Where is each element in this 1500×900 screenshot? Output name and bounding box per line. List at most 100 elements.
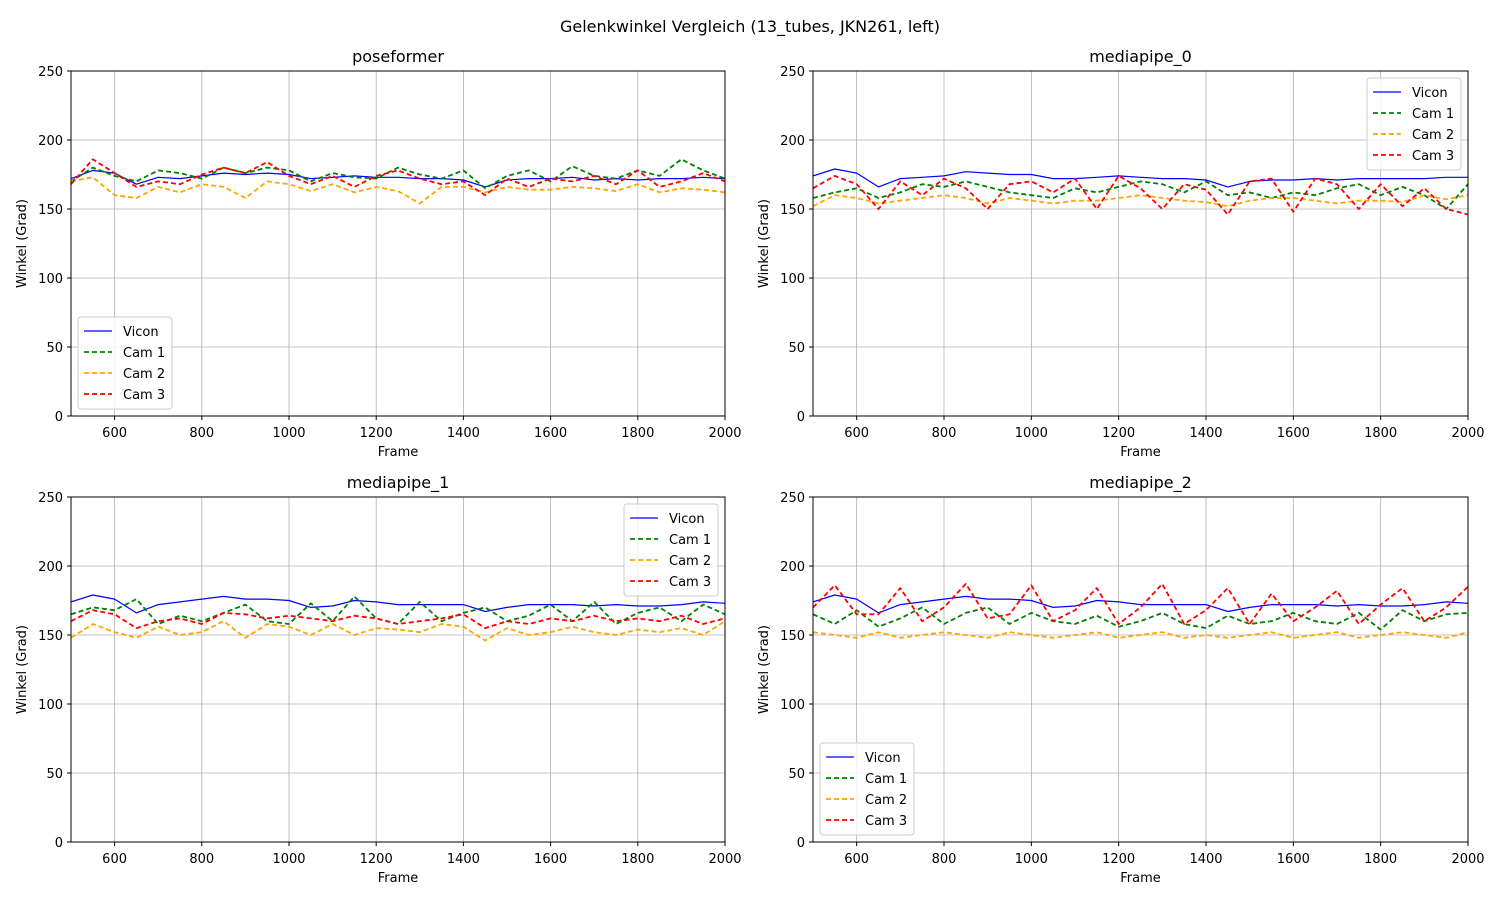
subplot-2: 600 800 1000 1200 1400 1600 1800 2000 0 50 100 150 2… xyxy=(15,473,742,886)
x-tick-label: 1400 xyxy=(447,426,480,441)
series-line-cam-1 xyxy=(813,180,1468,210)
series-line-vicon xyxy=(813,168,1468,188)
axes-frame xyxy=(812,70,1469,417)
x-tick-label: 1400 xyxy=(1189,852,1222,867)
legend-label: Cam 1 xyxy=(865,772,907,787)
series-line-cam-3 xyxy=(71,158,725,197)
y-tick-label: 100 xyxy=(780,698,805,713)
y-tick-label: 200 xyxy=(38,560,63,575)
y-tick-label: 150 xyxy=(38,629,63,644)
y-tick-label: 0 xyxy=(797,410,805,425)
series-line-cam-3 xyxy=(813,174,1468,216)
x-tick-label: 1200 xyxy=(1102,852,1135,867)
series-line-cam-3 xyxy=(813,583,1468,625)
x-axis-label: Frame xyxy=(1120,871,1161,886)
subplot-title: mediapipe_2 xyxy=(1089,473,1192,493)
plot-area xyxy=(813,497,1468,842)
y-tick-label: 250 xyxy=(38,65,63,80)
x-tick-label: 2000 xyxy=(1451,426,1484,441)
y-tick-label: 0 xyxy=(55,410,63,425)
x-axis-label: Frame xyxy=(378,871,419,886)
x-tick-label: 1600 xyxy=(534,852,567,867)
series-lines xyxy=(813,583,1468,639)
x-tick-label: 1400 xyxy=(1189,426,1222,441)
legend: Vicon Cam 1 Cam 2 Cam 3 xyxy=(623,503,719,597)
y-tick-label: 150 xyxy=(38,203,63,218)
x-tick-label: 1600 xyxy=(534,426,567,441)
series-lines xyxy=(813,168,1468,216)
x-tick-label: 1000 xyxy=(272,426,305,441)
axes-frame xyxy=(70,496,726,843)
y-axis-label: Winkel (Grad) xyxy=(15,625,30,714)
legend-label: Cam 2 xyxy=(865,793,907,808)
y-tick-label: 0 xyxy=(55,836,63,851)
legend-label: Cam 1 xyxy=(123,346,165,361)
series-line-cam-2 xyxy=(813,631,1468,639)
x-axis-label: Frame xyxy=(1120,445,1161,460)
legend-box xyxy=(1366,77,1462,171)
figure-suptitle: Gelenkwinkel Vergleich (13_tubes, JKN261… xyxy=(560,17,940,37)
plot-area xyxy=(71,71,725,416)
y-tick-label: 250 xyxy=(38,491,63,506)
y-tick-label: 50 xyxy=(788,767,805,782)
y-tick-label: 100 xyxy=(780,272,805,287)
x-tick-label: 1200 xyxy=(1102,426,1135,441)
legend-label: Vicon xyxy=(1412,86,1448,101)
series-lines xyxy=(71,158,725,205)
series-line-cam-1 xyxy=(813,606,1468,631)
x-tick-label: 1800 xyxy=(1364,852,1397,867)
y-axis-label: Winkel (Grad) xyxy=(15,199,30,288)
y-axis-label: Winkel (Grad) xyxy=(757,199,772,288)
plot-area xyxy=(71,497,725,842)
legend-label: Cam 3 xyxy=(1412,149,1454,164)
legend-label: Cam 1 xyxy=(1412,107,1454,122)
legend-label: Cam 1 xyxy=(669,533,711,548)
legend: Vicon Cam 1 Cam 2 Cam 3 xyxy=(819,742,915,836)
subplot-title: mediapipe_1 xyxy=(347,473,450,493)
y-tick-label: 150 xyxy=(780,629,805,644)
x-tick-label: 600 xyxy=(844,426,869,441)
y-axis-label: Winkel (Grad) xyxy=(757,625,772,714)
x-tick-label: 2000 xyxy=(708,426,741,441)
x-tick-label: 1800 xyxy=(1364,426,1397,441)
x-tick-label: 800 xyxy=(932,426,957,441)
y-tick-label: 200 xyxy=(38,134,63,149)
plot-area xyxy=(813,71,1468,416)
x-tick-label: 1800 xyxy=(621,852,654,867)
series-lines xyxy=(71,594,725,642)
series-line-cam-2 xyxy=(71,620,725,642)
x-tick-label: 1000 xyxy=(1015,852,1048,867)
y-tick-label: 250 xyxy=(780,491,805,506)
x-tick-label: 1400 xyxy=(447,852,480,867)
series-line-cam-2 xyxy=(71,176,725,205)
legend-label: Cam 3 xyxy=(865,814,907,829)
series-line-cam-1 xyxy=(71,158,725,190)
y-tick-label: 50 xyxy=(788,341,805,356)
y-tick-label: 100 xyxy=(38,698,63,713)
y-tick-label: 50 xyxy=(46,341,63,356)
subplot-3: 600 800 1000 1200 1400 1600 1800 2000 0 50 100 150 2… xyxy=(757,473,1485,886)
x-tick-label: 600 xyxy=(102,852,127,867)
axes-frame xyxy=(812,496,1469,843)
legend-label: Vicon xyxy=(669,512,705,527)
legend-box xyxy=(623,503,719,597)
axes-frame xyxy=(70,70,726,417)
legend-label: Vicon xyxy=(123,325,159,340)
legend: Vicon Cam 1 Cam 2 Cam 3 xyxy=(77,316,173,410)
y-tick-label: 250 xyxy=(780,65,805,80)
subplot-title: mediapipe_0 xyxy=(1089,47,1192,67)
legend-box xyxy=(819,742,915,836)
legend-label: Cam 2 xyxy=(669,554,711,569)
y-tick-label: 200 xyxy=(780,134,805,149)
x-tick-label: 1600 xyxy=(1277,852,1310,867)
subplots: 600 800 1000 1200 1400 1600 1800 20000501001502… xyxy=(15,47,1485,886)
y-tick-label: 50 xyxy=(46,767,63,782)
x-tick-label: 2000 xyxy=(1451,852,1484,867)
legend-label: Cam 3 xyxy=(669,575,711,590)
x-tick-label: 1200 xyxy=(360,852,393,867)
subplot-1: 600 800 1000 1200 1400 1600 1800 2000 0 50 100 150 2… xyxy=(757,47,1485,460)
x-tick-label: 1200 xyxy=(360,426,393,441)
y-tick-label: 200 xyxy=(780,560,805,575)
subplot-title: poseformer xyxy=(352,47,444,66)
